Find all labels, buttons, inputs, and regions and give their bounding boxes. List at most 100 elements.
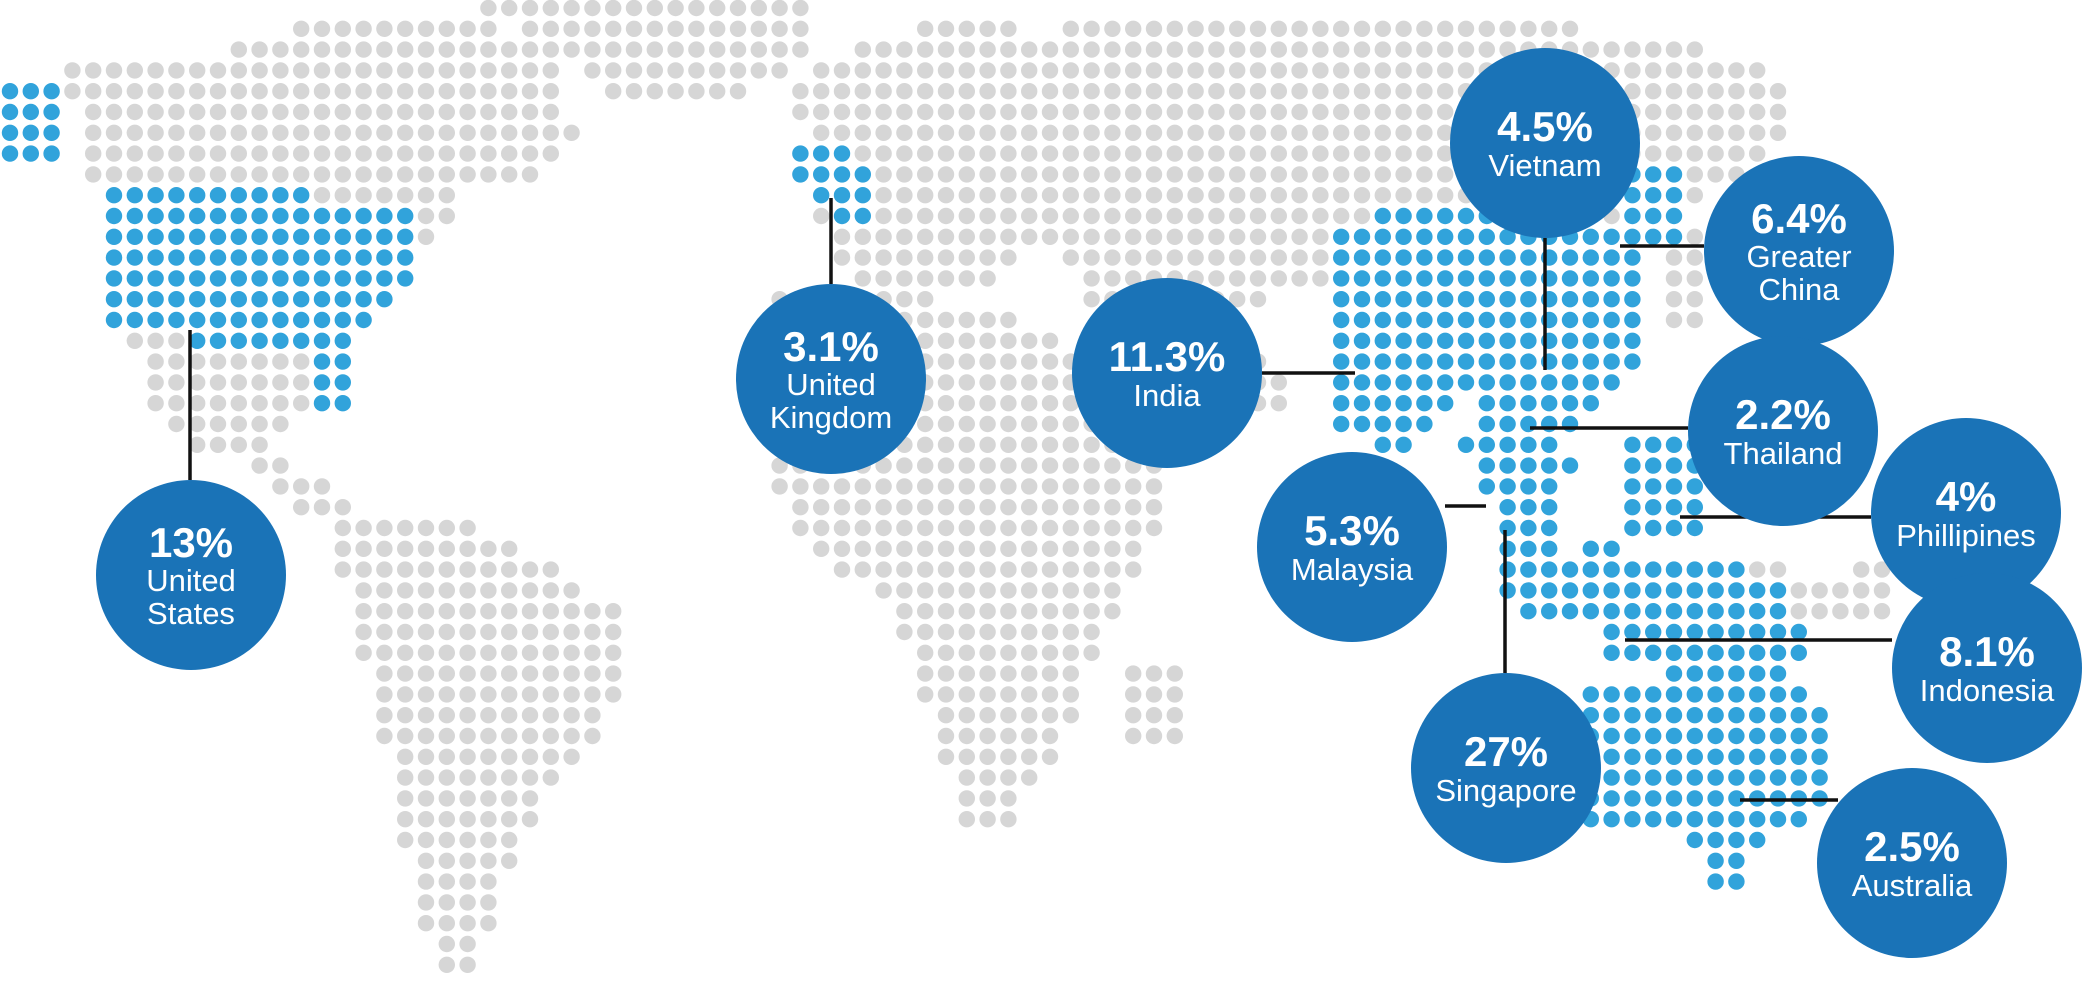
land-dot <box>1041 415 1059 433</box>
highlight-dot <box>1645 644 1662 661</box>
land-dot <box>833 519 851 537</box>
highlight-dot <box>1769 623 1787 641</box>
land-dot <box>1187 124 1204 141</box>
land-dot <box>417 915 435 932</box>
land-dot <box>1062 457 1080 474</box>
land-dot <box>1083 457 1100 474</box>
highlight-dot <box>1665 582 1683 599</box>
land-dot <box>480 166 497 183</box>
marker-india[interactable]: 11.3% India <box>1072 278 1262 468</box>
land-dot <box>979 311 996 329</box>
highlight-dot <box>1728 873 1745 890</box>
highlight-dot <box>1333 395 1350 412</box>
land-dot <box>355 187 372 204</box>
land-dot <box>1104 603 1121 620</box>
marker-united-states[interactable]: 13% United States <box>96 480 286 670</box>
highlight-dot <box>230 207 247 225</box>
marker-vietnam[interactable]: 4.5% Vietnam <box>1450 48 1640 238</box>
land-dot <box>584 41 601 58</box>
land-dot <box>1270 228 1288 245</box>
land-dot <box>1062 519 1080 537</box>
highlight-dot <box>1749 707 1766 724</box>
land-dot <box>979 395 996 412</box>
land-dot <box>1645 41 1662 58</box>
marker-percent: 8.1% <box>1939 628 2035 676</box>
land-dot <box>958 457 975 474</box>
land-dot <box>1333 20 1350 37</box>
land-dot <box>459 519 476 537</box>
highlight-dot <box>813 166 830 183</box>
land-dot <box>501 62 518 79</box>
land-dot <box>875 103 892 121</box>
land-dot <box>563 0 580 17</box>
land-dot <box>189 374 206 391</box>
highlight-dot <box>230 332 247 349</box>
land-dot <box>854 540 871 557</box>
marker-greater-china[interactable]: 6.4% Greater China <box>1704 156 1894 346</box>
highlight-dot <box>1707 582 1724 599</box>
highlight-dot <box>355 311 372 329</box>
highlight-dot <box>1665 499 1683 516</box>
marker-australia[interactable]: 2.5% Australia <box>1817 768 2007 958</box>
land-dot <box>459 103 476 121</box>
land-dot <box>1062 187 1080 204</box>
land-dot <box>1083 519 1100 537</box>
land-dot <box>417 561 435 578</box>
highlight-dot <box>1645 707 1662 724</box>
highlight-dot <box>1561 311 1579 329</box>
marker-percent: 13% <box>148 519 234 567</box>
land-dot <box>1270 207 1288 225</box>
land-dot <box>1229 103 1246 121</box>
land-dot <box>1104 582 1121 599</box>
marker-thailand[interactable]: 2.2% Thailand <box>1688 336 1878 526</box>
land-dot <box>1062 686 1080 703</box>
land-dot <box>189 415 206 433</box>
land-dot <box>1041 499 1059 516</box>
marker-united-kingdom[interactable]: 3.1% United Kingdom <box>736 284 926 474</box>
highlight-dot <box>1 103 19 121</box>
highlight-dot <box>1437 374 1454 391</box>
highlight-dot <box>1645 166 1662 183</box>
highlight-dot <box>1478 457 1496 474</box>
land-dot <box>376 187 393 204</box>
highlight-dot <box>1665 228 1683 245</box>
highlight-dot <box>22 124 39 141</box>
land-dot <box>979 519 996 537</box>
land-dot <box>1166 41 1184 58</box>
land-dot <box>251 41 268 58</box>
land-dot <box>501 707 518 724</box>
highlight-dot <box>1541 519 1558 537</box>
highlight-dot <box>1416 291 1433 308</box>
marker-malaysia[interactable]: 5.3% Malaysia <box>1257 452 1447 642</box>
highlight-dot <box>1478 249 1496 266</box>
highlight-dot <box>1416 374 1433 391</box>
land-dot <box>1125 478 1142 495</box>
land-dot <box>958 665 975 682</box>
land-dot <box>1811 603 1828 620</box>
land-dot <box>1208 207 1225 225</box>
highlight-dot <box>126 187 143 204</box>
land-dot <box>958 436 975 453</box>
land-dot <box>397 748 414 765</box>
land-dot <box>251 374 268 391</box>
land-dot <box>1166 124 1184 141</box>
marker-indonesia[interactable]: 8.1% Indonesia <box>1892 573 2082 763</box>
highlight-dot <box>1353 332 1371 349</box>
marker-singapore[interactable]: 27% Singapore <box>1411 673 1601 863</box>
land-dot <box>521 62 539 79</box>
land-dot <box>1166 187 1184 204</box>
highlight-dot <box>1645 623 1662 641</box>
land-dot <box>1457 62 1475 79</box>
highlight-dot <box>1499 395 1516 412</box>
highlight-dot <box>1686 582 1704 599</box>
land-dot <box>709 0 726 17</box>
highlight-dot <box>168 291 185 308</box>
land-dot <box>917 603 934 620</box>
land-dot <box>293 478 310 495</box>
land-dot <box>542 769 559 786</box>
land-dot <box>917 270 934 287</box>
land-dot <box>272 41 289 58</box>
highlight-dot <box>1624 353 1641 370</box>
land-dot <box>1104 187 1121 204</box>
land-dot <box>1125 707 1142 724</box>
